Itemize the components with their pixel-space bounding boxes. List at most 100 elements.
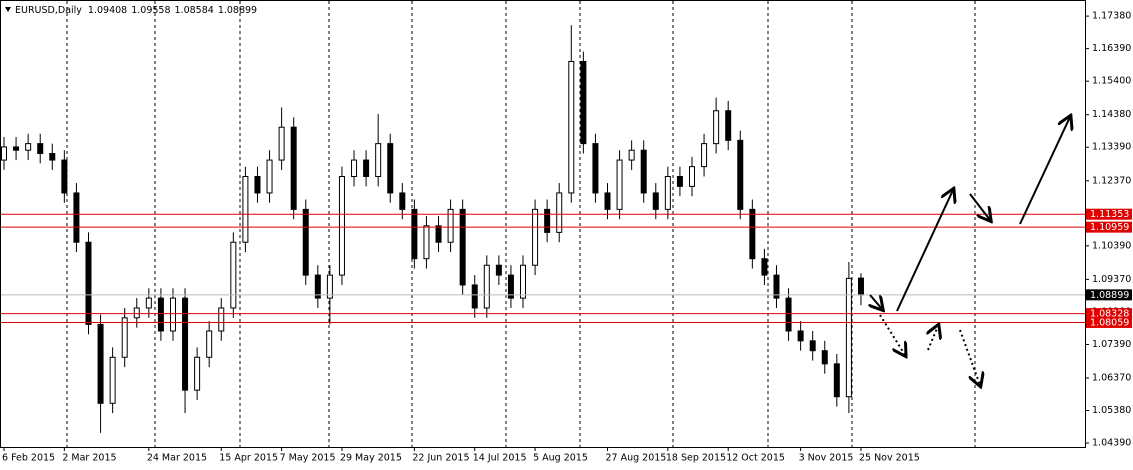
x-tick-label: 6 Feb 2015 — [2, 453, 55, 464]
candle-body — [314, 274, 321, 299]
x-tick-label: 25 Nov 2015 — [859, 453, 920, 464]
candle-body — [363, 159, 370, 177]
candle-body — [109, 356, 116, 404]
y-tick-label: 1.09370 — [1092, 274, 1131, 285]
price-level-box — [1086, 289, 1132, 301]
header-close: 1.08899 — [218, 5, 257, 16]
candle-body — [532, 208, 539, 266]
price-level-box — [1086, 221, 1132, 233]
candle-body — [628, 149, 635, 161]
candle-body — [785, 297, 792, 332]
price-level-label: 1.08328 — [1090, 309, 1129, 320]
candle-body — [37, 143, 44, 154]
candle-body — [1, 146, 7, 161]
candle-body — [133, 307, 140, 319]
x-tick-label: 15 Apr 2015 — [219, 453, 278, 464]
x-tick-label: 22 Jun 2015 — [412, 453, 469, 464]
candle-body — [97, 323, 104, 404]
candle-body — [809, 340, 816, 352]
y-tick-label: 1.06370 — [1092, 372, 1131, 383]
y-tick-label: 1.07390 — [1092, 339, 1131, 350]
y-tick-label: 1.12370 — [1092, 175, 1131, 186]
candle-body — [797, 330, 804, 342]
candle-body — [73, 192, 80, 243]
candle-body — [616, 159, 623, 210]
candle-body — [206, 330, 213, 358]
candle-body — [266, 159, 273, 194]
candle-body — [737, 139, 744, 210]
menu-icon[interactable] — [5, 7, 11, 12]
x-tick-label: 5 Aug 2015 — [533, 453, 588, 464]
x-tick-label: 3 Nov 2015 — [799, 453, 854, 464]
candle-body — [833, 363, 840, 398]
candle-body — [230, 241, 237, 309]
x-tick-label: 12 Oct 2015 — [726, 453, 785, 464]
header-low: 1.08584 — [175, 5, 214, 16]
candle-body — [254, 175, 261, 194]
candle-body — [242, 175, 249, 243]
y-tick-label: 1.15400 — [1092, 76, 1131, 87]
header-high: 1.09558 — [131, 5, 170, 16]
candle-body — [302, 208, 309, 276]
candle-body — [652, 192, 659, 210]
price-level-label: 1.08059 — [1090, 317, 1129, 328]
candle-body — [713, 110, 720, 145]
candle-body — [604, 192, 611, 210]
candle-body — [459, 208, 466, 286]
candle-body — [351, 159, 358, 177]
x-tick-label: 27 Aug 2015 — [606, 453, 667, 464]
x-tick-label: 14 Jul 2015 — [473, 453, 527, 464]
chart-header: EURUSD,Daily 1.09408 1.09558 1.08584 1.08899 — [15, 5, 257, 16]
y-tick-label: 1.17380 — [1092, 11, 1131, 22]
candle-body — [49, 152, 56, 161]
price-level-label: 1.08899 — [1090, 290, 1129, 301]
candle-body — [761, 258, 768, 276]
candle-body — [676, 175, 683, 187]
candle-body — [278, 126, 285, 161]
plot-frame — [0, 0, 1086, 448]
candle-body — [326, 274, 333, 299]
candle-body — [664, 175, 671, 210]
candle-body — [387, 143, 394, 194]
x-tick-label: 2 Mar 2015 — [62, 453, 116, 464]
candle-body — [701, 143, 708, 168]
candle-body — [182, 297, 189, 391]
candle-body — [25, 143, 32, 151]
candle-body — [435, 225, 442, 243]
candle-body — [169, 297, 176, 332]
candle-body — [194, 356, 201, 391]
x-tick-label: 24 Mar 2015 — [147, 453, 207, 464]
candle-body — [556, 192, 563, 233]
candle-body — [857, 277, 864, 296]
candle-body — [592, 143, 599, 194]
y-tick-label: 1.13390 — [1092, 142, 1131, 153]
price-level-label: 1.11353 — [1090, 209, 1129, 220]
candle-body — [725, 110, 732, 141]
candle-body — [773, 274, 780, 299]
candle-body — [145, 297, 152, 309]
candle-body — [580, 60, 587, 145]
candle-body — [483, 264, 490, 309]
price-level-box — [1086, 208, 1132, 220]
candle-body — [520, 264, 527, 299]
chart-title: EURUSD,Daily — [15, 5, 82, 16]
candle-body — [61, 159, 68, 194]
candle-body — [399, 192, 406, 210]
candle-body — [121, 317, 128, 358]
y-tick-label: 1.14380 — [1092, 109, 1131, 120]
candle-body — [845, 277, 852, 398]
y-tick-label: 1.05380 — [1092, 405, 1131, 416]
candle-body — [749, 208, 756, 260]
y-tick-label: 1.04390 — [1092, 438, 1131, 449]
x-tick-label: 18 Sep 2015 — [666, 453, 726, 464]
candle-body — [157, 297, 164, 332]
price-level-label: 1.10959 — [1090, 222, 1129, 233]
drawn-arrows — [870, 117, 1070, 385]
candle-body — [411, 208, 418, 260]
candle-body — [423, 225, 430, 260]
candle-body — [85, 241, 92, 325]
candle-body — [821, 350, 828, 365]
candle-body — [471, 284, 478, 309]
price-level-box — [1086, 316, 1132, 328]
